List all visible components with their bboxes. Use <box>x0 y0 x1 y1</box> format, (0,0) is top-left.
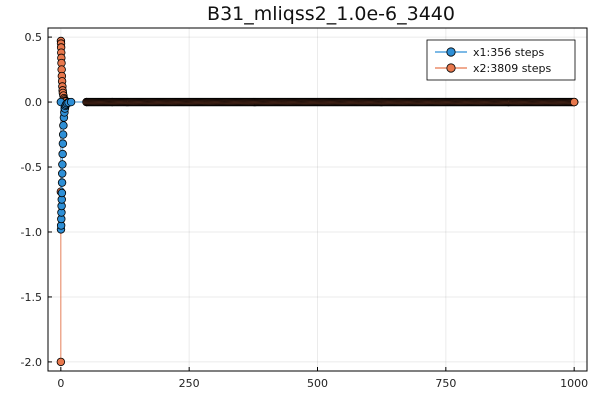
x-tick-label: 1000 <box>560 377 588 390</box>
legend-marker <box>446 47 456 57</box>
data-point <box>57 188 67 198</box>
x-tick-label: 250 <box>179 377 200 390</box>
y-tick-label: -1.0 <box>21 226 42 239</box>
dense-points-band <box>82 97 579 107</box>
series-layer <box>56 36 579 367</box>
data-point <box>57 178 67 187</box>
y-tick-label: -0.5 <box>21 161 42 174</box>
data-point <box>56 357 66 367</box>
x-tick-label: 500 <box>307 377 328 390</box>
axes: 0 250 500 750 1000 -2.0 -1.5 -1.0 -0.5 0.0 0.5 <box>21 31 589 390</box>
data-point <box>569 97 579 107</box>
x-tick-label: 750 <box>435 377 456 390</box>
y-tick-label: -2.0 <box>21 356 42 369</box>
data-point <box>59 121 68 130</box>
x-tick-label: 0 <box>57 377 64 390</box>
legend-label: x1:356 steps <box>473 46 545 59</box>
chart-title: B31_mliqss2_1.0e-6_3440 <box>207 3 455 25</box>
series-1 <box>56 97 579 234</box>
y-tick-label: 0.5 <box>25 31 43 44</box>
legend-label: x2:3809 steps <box>473 62 551 75</box>
data-point <box>58 130 68 139</box>
data-point <box>58 169 67 178</box>
data-point <box>58 149 67 159</box>
data-point <box>58 139 68 148</box>
legend: x1:356 steps x2:3809 steps <box>426 39 576 81</box>
y-tick-label: -1.5 <box>21 291 42 304</box>
data-point <box>66 97 76 107</box>
data-point <box>58 160 67 169</box>
legend-marker <box>446 63 456 73</box>
y-tick-label: 0.0 <box>25 96 43 109</box>
legend-box <box>426 39 576 81</box>
